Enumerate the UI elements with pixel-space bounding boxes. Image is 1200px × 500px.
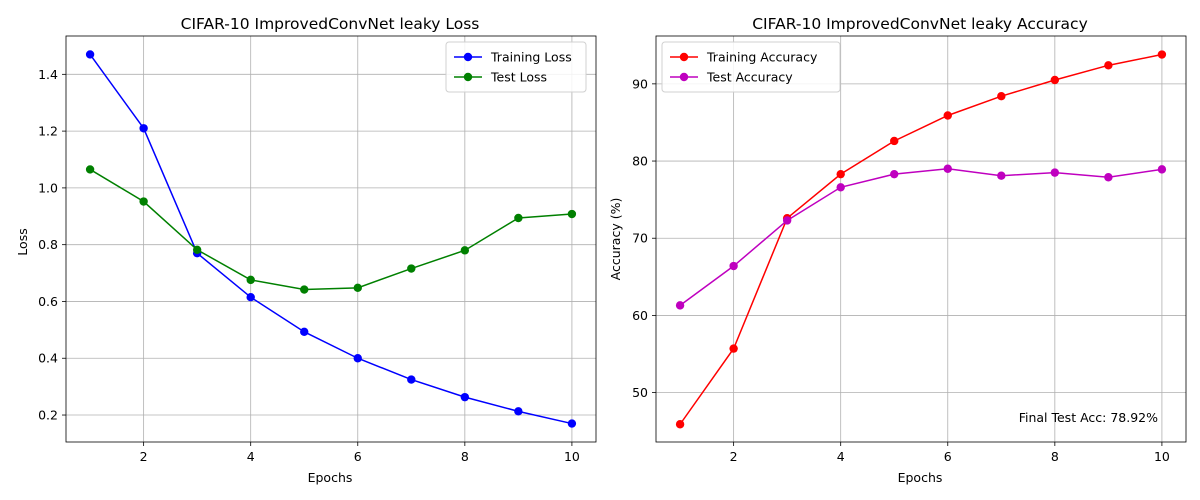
loss-x-tick-label: 2 xyxy=(140,449,148,464)
loss-series-training-loss-point xyxy=(567,419,577,428)
accuracy-axes-frame xyxy=(655,35,1187,443)
loss-series-test-loss-line xyxy=(89,168,572,291)
accuracy-series-test-accuracy-point xyxy=(890,169,899,179)
accuracy-y-axis-label: Accuracy (%) xyxy=(608,198,623,281)
accuracy-series-training-accuracy-point xyxy=(1050,75,1060,85)
loss-series-test-loss-point xyxy=(567,209,577,219)
final-test-accuracy-annotation: Final Test Acc: 78.92% xyxy=(1019,410,1158,425)
accuracy-x-tick-label: 8 xyxy=(1051,449,1059,464)
accuracy-legend-marker xyxy=(679,52,689,62)
accuracy-legend-label: Training Accuracy xyxy=(706,50,818,65)
loss-series-training-loss-point xyxy=(246,293,255,302)
loss-series-test-loss-point xyxy=(246,275,255,285)
accuracy-series-training-accuracy-point xyxy=(836,169,845,179)
loss-series-training-loss-point xyxy=(85,50,95,59)
accuracy-series-test-accuracy-point xyxy=(1104,173,1113,182)
accuracy-chart: 2 4 6 8 10 50 60 70 80 90 Training Accuracy Test Ac… xyxy=(608,15,1187,485)
accuracy-series-test-accuracy-point xyxy=(729,261,738,271)
loss-series-test-loss-point xyxy=(353,283,362,293)
loss-series-test-loss-point xyxy=(460,246,470,255)
loss-series-training-loss-point xyxy=(407,375,416,384)
loss-chart-title: CIFAR-10 ImprovedConvNet leaky Loss xyxy=(181,15,480,33)
accuracy-y-tick-label: 80 xyxy=(632,154,648,169)
accuracy-chart-title: CIFAR-10 ImprovedConvNet leaky Accuracy xyxy=(752,15,1088,33)
accuracy-series-test-accuracy-point xyxy=(997,171,1006,180)
loss-series-training-loss-line xyxy=(89,54,573,425)
loss-series-test-loss-point xyxy=(192,245,202,254)
accuracy-x-tick-label: 4 xyxy=(837,449,845,464)
loss-series-training-loss-point xyxy=(460,392,470,402)
accuracy-series-training-accuracy-line xyxy=(679,53,1163,425)
loss-legend-label: Test Loss xyxy=(490,70,547,85)
loss-series-training-loss-point xyxy=(353,354,362,363)
loss-series-test-loss-point xyxy=(139,197,148,206)
accuracy-x-tick-label: 6 xyxy=(944,449,952,464)
accuracy-series-training-accuracy-point xyxy=(1104,61,1113,70)
loss-series-test-loss-point xyxy=(85,165,95,174)
loss-x-tick-label: 8 xyxy=(461,449,469,464)
loss-x-tick-label: 6 xyxy=(354,449,362,464)
accuracy-series-test-accuracy-point xyxy=(836,183,845,192)
accuracy-y-tick-label: 70 xyxy=(632,231,648,246)
loss-y-tick-label: 0.8 xyxy=(38,237,58,252)
loss-legend-marker xyxy=(463,52,473,62)
accuracy-legend-marker xyxy=(679,72,689,82)
loss-series-test-loss-point xyxy=(514,213,523,223)
accuracy-series-test-accuracy-point xyxy=(1157,165,1167,174)
loss-legend-marker xyxy=(463,72,473,82)
accuracy-legend-label: Test Accuracy xyxy=(706,70,793,85)
accuracy-series-test-accuracy-point xyxy=(782,216,792,225)
accuracy-x-tick-label: 10 xyxy=(1154,449,1170,464)
accuracy-series-test-accuracy-point xyxy=(675,301,685,310)
loss-legend-label: Training Loss xyxy=(490,50,572,65)
loss-x-tick-label: 10 xyxy=(564,449,580,464)
accuracy-series-training-accuracy-point xyxy=(997,92,1006,101)
loss-series-training-loss-point xyxy=(514,407,523,416)
accuracy-y-tick-label: 50 xyxy=(632,385,648,400)
loss-y-tick-label: 1.4 xyxy=(38,67,58,82)
loss-chart: 2 4 6 8 10 0.2 0.4 0.6 0.8 1.0 1.2 1.4 Training Loss… xyxy=(15,15,597,485)
loss-y-tick-label: 0.2 xyxy=(38,408,58,423)
accuracy-series-test-accuracy-point xyxy=(1050,168,1060,177)
loss-y-tick-label: 1.2 xyxy=(38,124,58,139)
accuracy-x-axis-label: Epochs xyxy=(898,470,943,485)
accuracy-legend: Training Accuracy Test Accuracy xyxy=(661,41,841,93)
accuracy-series-training-accuracy-point xyxy=(890,136,899,146)
loss-y-tick-label: 0.4 xyxy=(38,351,58,366)
accuracy-series-test-accuracy-line xyxy=(679,168,1163,306)
loss-legend: Training Loss Test Loss xyxy=(445,41,587,93)
accuracy-series-training-accuracy-point xyxy=(675,420,685,429)
loss-x-tick-label: 4 xyxy=(247,449,255,464)
accuracy-series-training-accuracy-point xyxy=(1157,50,1167,59)
accuracy-x-tick-label: 2 xyxy=(730,449,738,464)
loss-x-axis-label: Epochs xyxy=(308,470,353,485)
accuracy-y-tick-label: 90 xyxy=(632,76,648,91)
loss-series-training-loss-point xyxy=(139,124,148,133)
loss-series-test-loss-point xyxy=(407,264,416,273)
loss-y-tick-label: 0.6 xyxy=(38,294,58,309)
loss-series-test-loss-point xyxy=(300,285,309,294)
accuracy-y-tick-label: 60 xyxy=(632,308,648,323)
accuracy-series-test-accuracy-point xyxy=(943,164,952,173)
accuracy-series-training-accuracy-point xyxy=(943,111,952,120)
loss-y-tick-label: 1.0 xyxy=(38,180,58,195)
loss-y-axis-label: Loss xyxy=(15,228,30,255)
loss-series-training-loss-point xyxy=(300,327,309,337)
accuracy-series-training-accuracy-point xyxy=(729,344,738,353)
loss-axes-frame xyxy=(65,35,597,443)
